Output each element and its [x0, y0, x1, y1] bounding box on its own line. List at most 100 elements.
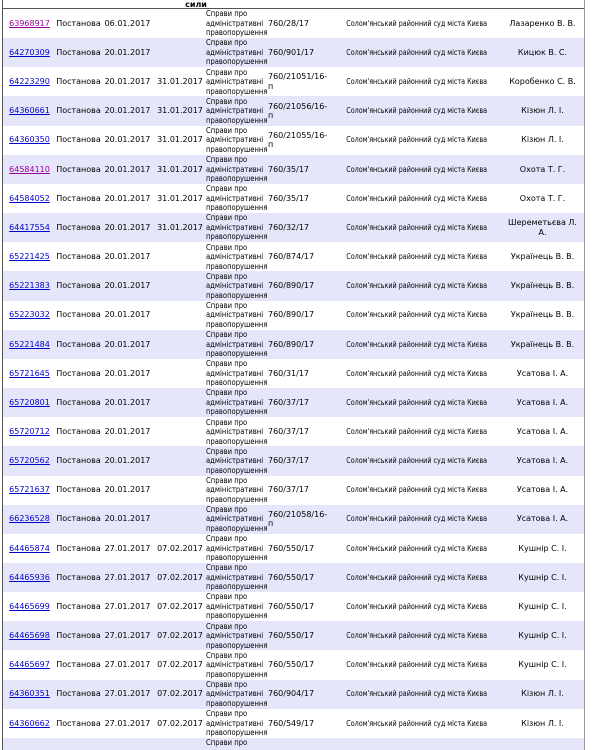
case-number-cell: 760/890/17: [268, 310, 315, 320]
category-text: Справи про адміністративні правопорушенн…: [206, 475, 268, 504]
court-cell: Солом'янський районний суд міста Києва: [332, 310, 501, 320]
doc-type-cell: Постанова: [56, 601, 101, 611]
court-cell: Солом'янський районний суд міста Києва: [332, 135, 501, 145]
judge-cell: Українець В. В.: [510, 339, 575, 349]
table-row: 65221383 Постанова 20.01.2017 Справи про…: [3, 271, 584, 301]
category-cell: Справи про адміністративні правопорушенн…: [206, 388, 267, 417]
category-text: Справи про адміністративні правопорушенн…: [206, 417, 268, 446]
decision-date-cell: 27.01.2017: [104, 572, 151, 582]
decision-link[interactable]: 65721645: [9, 368, 50, 378]
case-number-cell: 760/21055/16-п: [268, 130, 328, 150]
decision-number-cell: 64465698: [3, 631, 56, 641]
category-cell: Справи про адміністративні правопорушенн…: [206, 301, 267, 330]
court-name: Солом'янський районний суд міста Києва: [346, 339, 487, 349]
judge-cell: Усатова І. А.: [516, 514, 569, 524]
doc-type-cell: Постанова: [56, 222, 101, 232]
decision-link[interactable]: 64360661: [9, 106, 50, 116]
decision-date-cell: 20.01.2017: [104, 281, 151, 291]
category-text: Справи про адміністративні правопорушенн…: [206, 679, 268, 708]
decision-number-cell: 65223032: [3, 310, 56, 320]
doc-type-cell: Постанова: [56, 281, 101, 291]
judge-cell: Усатова І. А.: [516, 456, 569, 466]
category-text: Справи про адміністративні правопорушенн…: [206, 709, 268, 738]
decision-number-cell: 65221425: [3, 252, 56, 262]
category-cell: Справи про адміністративні правопорушенн…: [206, 272, 267, 301]
court-cell: Солом'янський районний суд міста Києва: [332, 427, 501, 437]
table-row: 65721637 Постанова 20.01.2017 Справи про…: [3, 475, 584, 505]
category-text: Справи про адміністративні правопорушенн…: [206, 621, 268, 650]
decision-link[interactable]: 64223290: [9, 77, 50, 87]
category-cell: Справи про адміністративні правопорушенн…: [206, 68, 267, 97]
decision-link[interactable]: 64584110: [9, 164, 50, 174]
decision-link[interactable]: 63968917: [9, 18, 50, 28]
court-cell: Солом'янський районний суд міста Києва: [332, 660, 501, 670]
category-cell: Справи про адміністративні правопорушенн…: [206, 359, 267, 388]
court-name: Солом'янський районний суд міста Києва: [346, 252, 487, 262]
decision-link[interactable]: 65720562: [9, 456, 50, 466]
decision-link[interactable]: 66236528: [9, 514, 50, 524]
decision-link[interactable]: 65221383: [9, 281, 50, 291]
decision-link[interactable]: 65720712: [9, 427, 50, 437]
decision-link[interactable]: 64360350: [9, 135, 50, 145]
court-cell: Солом'янський районний суд міста Києва: [332, 194, 501, 204]
decision-link[interactable]: 65720801: [9, 397, 50, 407]
decision-date-cell: 06.01.2017: [104, 18, 151, 28]
decision-number-cell: 64584052: [3, 194, 56, 204]
decision-number-cell: 64465699: [3, 602, 56, 612]
decision-number-cell: 64223290: [3, 77, 56, 87]
decision-date-cell: 20.01.2017: [104, 485, 151, 495]
decision-date-cell: 27.01.2017: [104, 601, 151, 611]
decision-link[interactable]: 64465874: [9, 543, 50, 553]
decision-link[interactable]: 65721637: [9, 485, 50, 495]
table-body: 63968917 Постанова 06.01.2017 Справи про…: [3, 9, 584, 750]
decision-link[interactable]: 65221425: [9, 252, 50, 262]
decision-date-cell: 20.01.2017: [104, 368, 151, 378]
category-text: Справи про адміністративні правопорушенн…: [206, 242, 268, 271]
decision-link[interactable]: 64270309: [9, 47, 50, 57]
category-text: Справи про адміністративні правопорушенн…: [206, 38, 268, 67]
category-cell: Справи про адміністративні правопорушенн…: [206, 505, 267, 534]
table-row: 64360350 Постанова 20.01.2017 31.01.2017…: [3, 125, 584, 155]
table-row: 65721645 Постанова 20.01.2017 Справи про…: [3, 358, 584, 389]
court-name: Солом'янський районний суд міста Києва: [346, 106, 487, 116]
legal-force-date-cell: 07.02.2017: [157, 572, 203, 582]
category-cell: Справи про адміністративні правопорушенн…: [206, 709, 267, 738]
decision-link[interactable]: 64465698: [9, 631, 50, 641]
decision-link[interactable]: 64465699: [9, 601, 50, 611]
court-cell: Солом'янський районний суд міста Києва: [332, 340, 501, 350]
doc-type-cell: Постанова: [56, 572, 101, 582]
decision-link[interactable]: 64417554: [9, 222, 50, 232]
doc-type-cell: Постанова: [56, 718, 101, 728]
doc-type-cell: Постанова: [56, 252, 101, 262]
judge-cell: Кушнір С. І.: [518, 660, 567, 670]
judge-cell: Кицюк В. С.: [517, 47, 568, 57]
court-name: Солом'янський районний суд міста Києва: [346, 456, 487, 466]
case-number-cell: 760/901/17: [268, 47, 315, 57]
doc-type-cell: Постанова: [56, 193, 101, 203]
decision-link[interactable]: 65223032: [9, 310, 50, 320]
doc-type-cell: Постанова: [56, 164, 101, 174]
court-cell: Солом'янський районний суд міста Києва: [332, 48, 501, 58]
decision-date-cell: 20.01.2017: [104, 456, 151, 466]
court-name: Солом'янський районний суд міста Києва: [346, 193, 487, 203]
doc-type-cell: Постанова: [56, 456, 101, 466]
decision-link[interactable]: 64360351: [9, 689, 50, 699]
category-text: Справи про адміністративні правопорушенн…: [206, 125, 268, 154]
decision-link[interactable]: 64360662: [9, 718, 50, 728]
category-cell: Справи про адміністративні правопорушенн…: [206, 184, 267, 213]
court-cell: Солом'янський районний суд міста Києва: [332, 281, 501, 291]
decision-link[interactable]: 64465936: [9, 572, 50, 582]
case-number-cell: 760/550/17: [268, 572, 315, 582]
court-cell: Солом'янський районний суд міста Києва: [332, 485, 501, 495]
case-number-cell: 760/37/17: [268, 397, 310, 407]
court-name: Солом'янський районний суд міста Києва: [346, 47, 487, 57]
decision-link[interactable]: 64465697: [9, 660, 50, 670]
decision-number-cell: 64584110: [3, 165, 56, 175]
table-row: 64465697 Постанова 27.01.2017 07.02.2017…: [3, 650, 584, 680]
category-text: Справи про адміністративні правопорушенн…: [206, 300, 268, 329]
decision-number-cell: 64360661: [3, 106, 56, 116]
decision-link[interactable]: 64584052: [9, 193, 50, 203]
legal-force-date-cell: 31.01.2017: [157, 77, 203, 87]
decision-number-cell: 64465936: [3, 573, 56, 583]
decision-link[interactable]: 65221484: [9, 339, 50, 349]
